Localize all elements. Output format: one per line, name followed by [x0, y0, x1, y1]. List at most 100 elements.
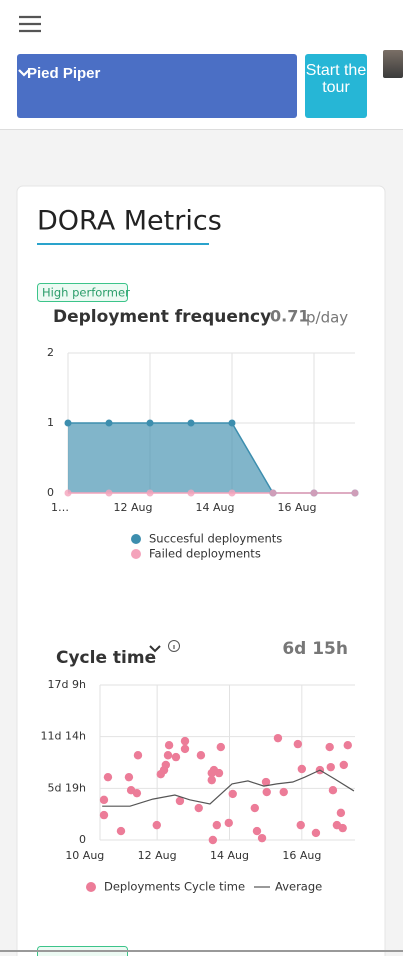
- data-point: [116, 826, 126, 836]
- data-point: [343, 741, 352, 750]
- data-point: [228, 489, 236, 497]
- tour-button[interactable]: Start the tour: [305, 54, 367, 118]
- data-point: [152, 820, 161, 830]
- x-tick-label: 12 Aug: [138, 849, 177, 862]
- y-tick-label: 2: [47, 346, 54, 359]
- data-point: [105, 489, 113, 497]
- data-point: [338, 823, 347, 833]
- data-point: [224, 818, 233, 828]
- data-point: [279, 787, 288, 797]
- data-point: [175, 796, 185, 806]
- legend-label: Average: [275, 880, 322, 894]
- data-point: [216, 742, 226, 752]
- data-point: [133, 751, 143, 760]
- data-point: [146, 419, 154, 427]
- data-point: [296, 820, 305, 830]
- info-icon-bar: [173, 645, 175, 649]
- data-point: [328, 785, 338, 795]
- data-point: [252, 826, 262, 836]
- data-point: [228, 789, 237, 799]
- badge: [37, 283, 128, 302]
- legend-swatch: [131, 534, 141, 544]
- data-point: [311, 828, 321, 838]
- data-point: [187, 489, 195, 497]
- data-point: [163, 751, 173, 760]
- legend-label: Succesful deployments: [149, 532, 282, 546]
- data-point: [297, 764, 307, 774]
- y-tick-label: 0: [47, 486, 54, 499]
- card: [16, 185, 386, 956]
- dropdown-icon[interactable]: [149, 645, 161, 653]
- data-point: [161, 760, 171, 770]
- data-point: [257, 833, 267, 843]
- data-point: [103, 772, 113, 782]
- project-select[interactable]: Pied Piper: [17, 54, 297, 118]
- data-point: [64, 419, 72, 427]
- data-point: [124, 772, 134, 782]
- title-underline: [37, 243, 209, 245]
- x-tick-label: 14 Aug: [210, 849, 249, 862]
- data-point: [208, 835, 218, 845]
- data-point: [293, 739, 303, 749]
- avatar[interactable]: [383, 50, 403, 78]
- legend-label: Failed deployments: [149, 547, 261, 561]
- data-point: [339, 760, 348, 770]
- x-tick-label: 14 Aug: [196, 501, 235, 514]
- header: Pied Piper Start the tour: [0, 0, 403, 130]
- y-tick-label: 1: [47, 416, 54, 429]
- data-point: [207, 775, 216, 785]
- y-tick-label: 17d 9h: [48, 678, 86, 691]
- data-point: [269, 489, 277, 497]
- chevron: [18, 69, 30, 77]
- data-point: [326, 762, 335, 772]
- legend-swatch: [86, 882, 96, 892]
- data-point: [180, 736, 190, 746]
- data-point: [99, 810, 109, 820]
- summary-unit: p/day: [306, 309, 348, 327]
- data-point: [196, 751, 206, 760]
- legend-label: Deployments Cycle time: [104, 880, 245, 894]
- data-point: [261, 777, 271, 787]
- data-point: [250, 803, 260, 813]
- x-tick-label: 16 Aug: [278, 501, 317, 514]
- chart-title: Deployment frequency: [53, 307, 271, 327]
- data-point: [194, 803, 203, 813]
- card-title: DORA Metrics: [37, 206, 222, 237]
- data-point: [273, 733, 283, 743]
- data-point: [132, 788, 142, 798]
- summary-value: 0.71: [270, 307, 309, 326]
- project-name: Pied Piper: [27, 65, 101, 82]
- menu-icon[interactable]: [19, 14, 43, 34]
- data-point: [146, 489, 154, 497]
- summary-value: 6d 15h: [282, 639, 348, 659]
- y-tick-label: 0: [79, 833, 86, 846]
- data-point: [228, 419, 236, 427]
- data-point: [171, 752, 181, 762]
- data-point: [180, 744, 190, 754]
- data-point: [351, 489, 359, 497]
- legend-swatch: [131, 549, 141, 559]
- data-point: [187, 419, 195, 427]
- data-point: [336, 808, 346, 818]
- badge-text: High performer: [42, 286, 130, 300]
- y-tick-label: 11d 14h: [41, 730, 86, 743]
- scroll-edge: [0, 950, 403, 952]
- data-point: [310, 489, 318, 497]
- info-icon[interactable]: [168, 640, 180, 652]
- data-point: [212, 820, 222, 830]
- data-point: [64, 489, 72, 497]
- x-tick-label: 1…: [51, 501, 69, 514]
- area: [68, 423, 355, 493]
- x-tick-label: 12 Aug: [114, 501, 153, 514]
- data-point: [214, 768, 224, 778]
- chart-title: Cycle time: [56, 648, 156, 668]
- average-line: [102, 769, 355, 807]
- x-tick-label: 16 Aug: [282, 849, 321, 862]
- x-tick-label: 10 Aug: [65, 849, 104, 862]
- data-point: [99, 795, 109, 805]
- data-point: [262, 787, 271, 797]
- data-point: [325, 742, 334, 752]
- y-tick-label: 5d 19h: [48, 781, 86, 794]
